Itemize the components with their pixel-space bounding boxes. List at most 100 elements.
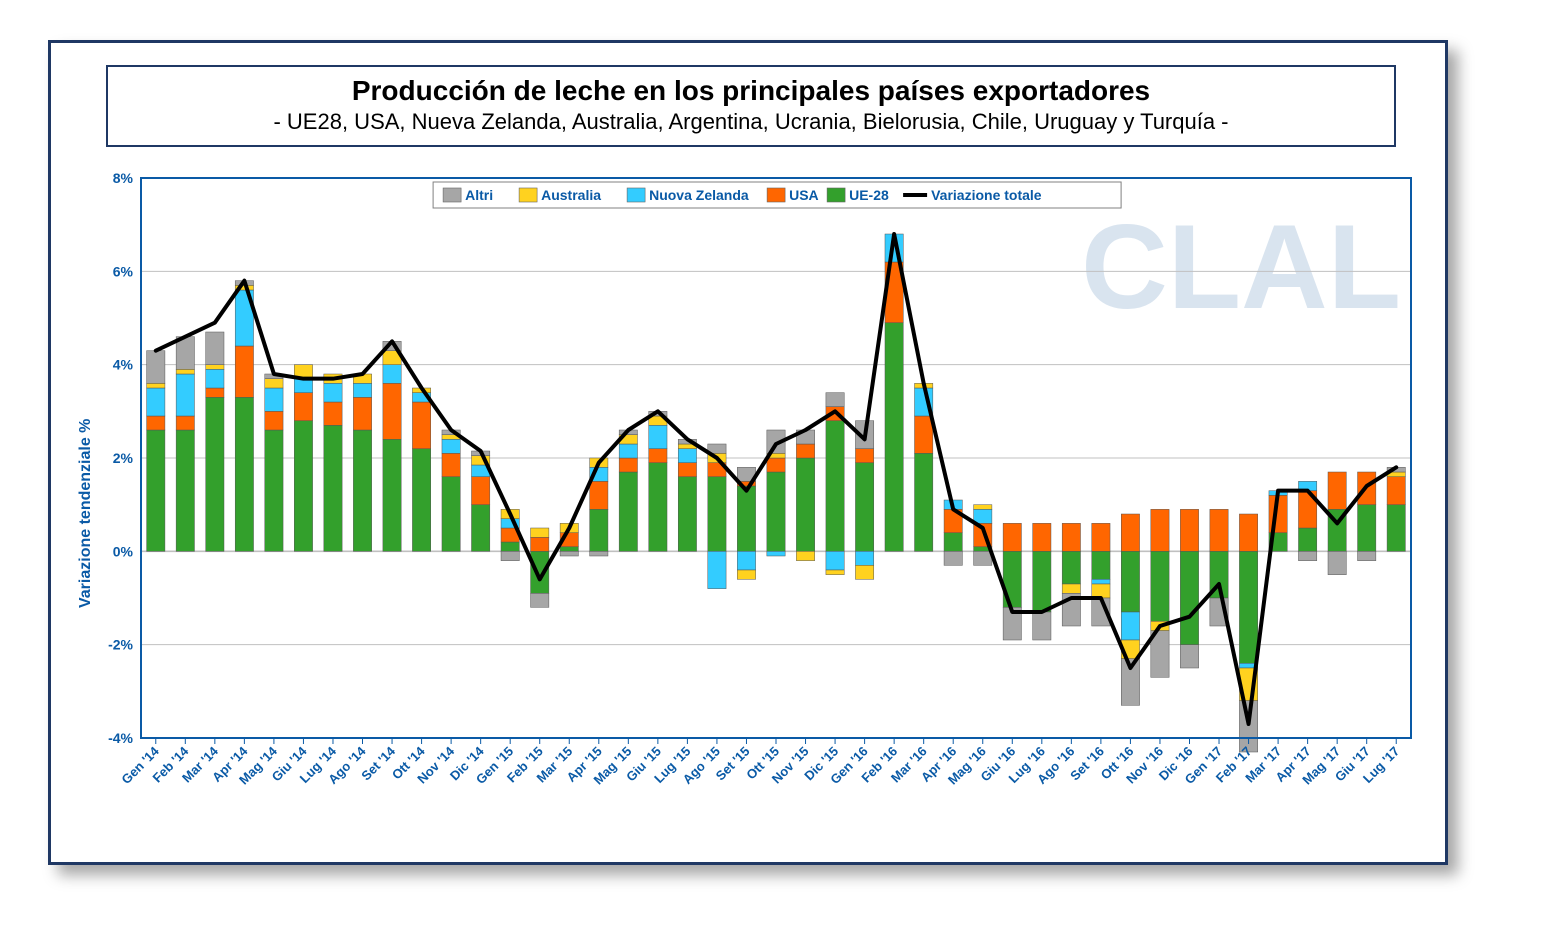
chart-svg: CLAL-4%-2%0%2%4%6%8%Gen '14Feb '14Mar '1…	[81, 168, 1421, 848]
bar-seg-nz	[442, 439, 460, 453]
bar-seg-altri	[531, 593, 549, 607]
chart-frame: Producción de leche en los principales p…	[48, 40, 1448, 865]
y-tick-label: 0%	[113, 543, 134, 559]
bar-seg-usa	[649, 449, 667, 463]
bar-seg-aus	[206, 365, 224, 370]
bar-seg-ue28	[324, 425, 342, 551]
bar-seg-ue28	[1239, 551, 1257, 663]
bar-seg-nz	[826, 551, 844, 570]
bar-seg-nz	[265, 388, 283, 411]
bar-seg-usa	[294, 393, 312, 421]
bar-seg-ue28	[796, 458, 814, 551]
bar-seg-ue28	[531, 551, 549, 593]
bar-seg-ue28	[915, 453, 933, 551]
bar-seg-aus	[737, 570, 755, 579]
bar-seg-usa	[1210, 509, 1228, 551]
y-tick-label: -4%	[108, 730, 133, 746]
bar-seg-usa	[442, 453, 460, 476]
bar-seg-ue28	[176, 430, 194, 551]
bar-seg-nz	[353, 383, 371, 397]
bar-seg-usa	[383, 383, 401, 439]
x-tick-label: Set '14	[358, 743, 398, 783]
legend-label: USA	[789, 187, 819, 203]
legend-swatch	[767, 188, 785, 202]
bar-seg-ue28	[1121, 551, 1139, 612]
bar-seg-nz	[324, 383, 342, 402]
bar-seg-ue28	[471, 505, 489, 552]
bar-seg-usa	[1180, 509, 1198, 551]
bar-seg-usa	[1328, 472, 1346, 509]
bar-seg-ue28	[383, 439, 401, 551]
bar-seg-ue28	[590, 509, 608, 551]
bar-seg-aus	[1092, 584, 1110, 598]
bar-seg-ue28	[1358, 505, 1376, 552]
bar-seg-usa	[471, 477, 489, 505]
bar-seg-altri	[206, 332, 224, 365]
bar-seg-nz	[649, 425, 667, 448]
bar-seg-usa	[531, 537, 549, 551]
bar-seg-aus	[531, 528, 549, 537]
bar-seg-ue28	[412, 449, 430, 552]
bar-seg-usa	[855, 449, 873, 463]
bar-seg-ue28	[1298, 528, 1316, 551]
bar-seg-altri	[590, 551, 608, 556]
bar-seg-altri	[1033, 612, 1051, 640]
bar-seg-ue28	[1151, 551, 1169, 621]
x-tick-label: Set '15	[713, 744, 753, 784]
bar-seg-ue28	[678, 477, 696, 552]
bar-seg-ue28	[206, 397, 224, 551]
bar-seg-nz	[383, 365, 401, 384]
bar-seg-aus	[1062, 584, 1080, 593]
x-tick-label: Set '16	[1067, 744, 1107, 784]
bar-seg-usa	[619, 458, 637, 472]
legend-label: UE-28	[849, 187, 889, 203]
bar-seg-nz	[176, 374, 194, 416]
bar-seg-ue28	[560, 547, 578, 552]
bar-seg-ue28	[265, 430, 283, 551]
bar-seg-usa	[1151, 509, 1169, 551]
legend-swatch	[519, 188, 537, 202]
bar-seg-altri	[1298, 551, 1316, 560]
bar-seg-usa	[678, 463, 696, 477]
bar-seg-usa	[324, 402, 342, 425]
legend-label: Altri	[465, 187, 493, 203]
bar-seg-nz	[619, 444, 637, 458]
bar-seg-altri	[501, 551, 519, 560]
bar-seg-usa	[235, 346, 253, 397]
bar-seg-usa	[176, 416, 194, 430]
y-tick-label: 4%	[113, 357, 134, 373]
bar-seg-ue28	[767, 472, 785, 551]
bar-seg-aus	[265, 379, 283, 388]
bar-seg-nz	[1121, 612, 1139, 640]
y-tick-label: 2%	[113, 450, 134, 466]
bar-seg-nz	[294, 379, 312, 393]
bar-seg-ue28	[737, 486, 755, 551]
y-axis-label: Variazione tendenziale %	[77, 419, 95, 608]
bar-seg-altri	[1180, 645, 1198, 668]
bar-seg-altri	[944, 551, 962, 565]
bar-seg-altri	[826, 393, 844, 407]
bar-seg-aus	[826, 570, 844, 575]
bar-seg-nz	[737, 551, 755, 570]
bar-seg-usa	[1387, 477, 1405, 505]
legend-swatch	[627, 188, 645, 202]
bar-seg-usa	[1062, 523, 1080, 551]
y-tick-label: 8%	[113, 170, 134, 186]
bar-seg-usa	[1033, 523, 1051, 551]
bar-seg-ue28	[708, 477, 726, 552]
bar-seg-aus	[974, 505, 992, 510]
bar-seg-ue28	[944, 533, 962, 552]
bar-seg-ue28	[619, 472, 637, 551]
bar-seg-ue28	[826, 421, 844, 552]
bar-seg-usa	[412, 402, 430, 449]
bar-seg-usa	[353, 397, 371, 430]
bar-seg-ue28	[1033, 551, 1051, 612]
bar-seg-ue28	[1387, 505, 1405, 552]
bar-seg-ue28	[147, 430, 165, 551]
bar-seg-altri	[1328, 551, 1346, 574]
bar-seg-usa	[265, 411, 283, 430]
bar-seg-aus	[176, 369, 194, 374]
bar-seg-nz	[767, 551, 785, 556]
bar-seg-usa	[1239, 514, 1257, 551]
bar-seg-nz	[974, 509, 992, 523]
